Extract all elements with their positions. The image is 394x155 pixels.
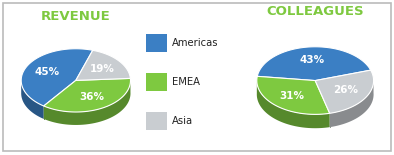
- Polygon shape: [44, 79, 130, 125]
- Text: 19%: 19%: [89, 64, 114, 74]
- FancyBboxPatch shape: [146, 73, 167, 91]
- Polygon shape: [257, 76, 330, 114]
- Polygon shape: [44, 78, 130, 112]
- Polygon shape: [315, 70, 374, 113]
- Text: 36%: 36%: [79, 92, 104, 102]
- Polygon shape: [76, 50, 130, 80]
- Text: Asia: Asia: [172, 116, 193, 126]
- Text: Americas: Americas: [172, 38, 219, 48]
- Polygon shape: [330, 79, 374, 127]
- Text: 43%: 43%: [299, 55, 325, 65]
- Polygon shape: [257, 80, 330, 128]
- Text: 31%: 31%: [279, 91, 305, 101]
- Text: 45%: 45%: [34, 67, 59, 77]
- FancyBboxPatch shape: [146, 112, 167, 130]
- Text: REVENUE: REVENUE: [41, 10, 111, 23]
- FancyBboxPatch shape: [146, 33, 167, 52]
- Polygon shape: [21, 49, 93, 106]
- Polygon shape: [257, 47, 371, 81]
- Text: COLLEAGUES: COLLEAGUES: [266, 5, 364, 18]
- Text: EMEA: EMEA: [172, 77, 200, 87]
- Text: 26%: 26%: [333, 85, 359, 95]
- Polygon shape: [21, 80, 44, 119]
